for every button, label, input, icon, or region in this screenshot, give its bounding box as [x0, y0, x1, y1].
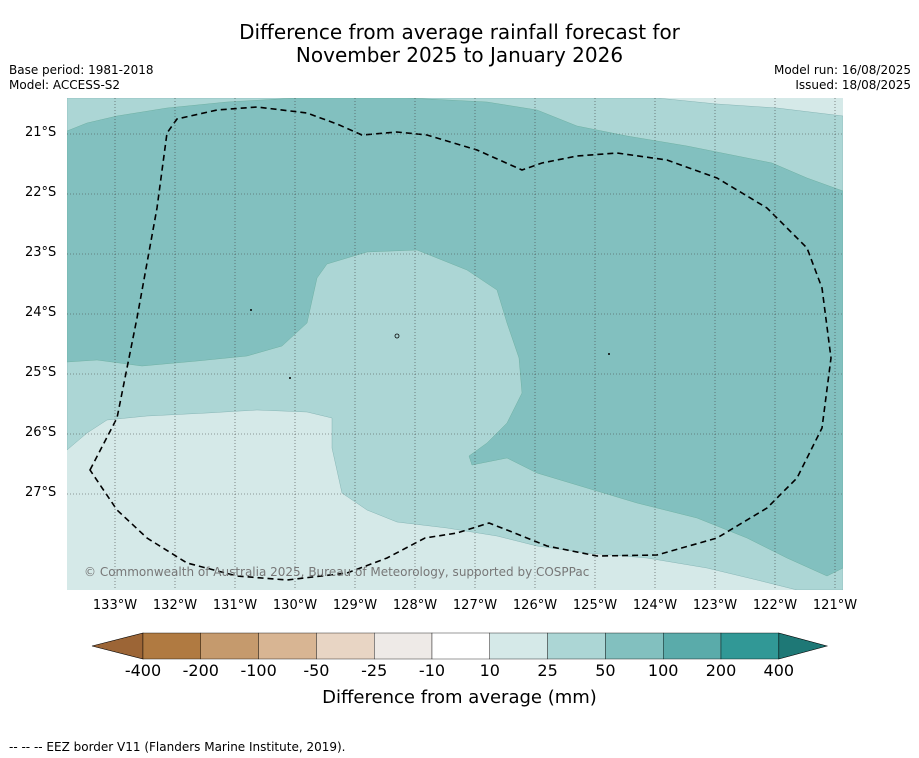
colorbar-segment: [316, 632, 375, 660]
latitude-tick: 23°S: [25, 245, 57, 260]
base-period-text: Base period: 1981-2018: [9, 63, 154, 77]
issued-text: Issued: 18/08/2025: [795, 78, 911, 92]
latitude-tick: 21°S: [25, 125, 57, 140]
colorbar-tick-label: 200: [705, 661, 737, 680]
longitude-tick: 132°W: [152, 598, 198, 613]
meta-right: Model run: 16/08/2025 Issued: 18/08/2025: [774, 63, 911, 93]
island-marker: [289, 377, 291, 379]
colorbar-segment: [605, 632, 664, 660]
model-text: Model: ACCESS-S2: [9, 78, 121, 92]
longitude-tick: 127°W: [452, 598, 498, 613]
meta-left: Base period: 1981-2018 Model: ACCESS-S2: [9, 63, 154, 93]
colorbar-extend-high: [778, 632, 829, 660]
colorbar-segment: [431, 632, 490, 660]
longitude-tick: 125°W: [572, 598, 618, 613]
colorbar-tick-label: 100: [647, 661, 679, 680]
colorbar-tick-label: -25: [361, 661, 388, 680]
island-marker: [250, 309, 252, 311]
longitude-tick: 128°W: [392, 598, 438, 613]
colorbar-tick-label: -200: [182, 661, 219, 680]
island-marker: [608, 353, 610, 355]
colorbar-tick-label: 25: [537, 661, 558, 680]
colorbar-tick-label: -100: [240, 661, 277, 680]
longitude-tick: 122°W: [752, 598, 798, 613]
longitude-tick: 129°W: [332, 598, 378, 613]
eez-footnote: -- -- -- EEZ border V11 (Flanders Marine…: [9, 740, 346, 754]
island-marker: [394, 333, 400, 339]
colorbar-tick-label: 50: [595, 661, 616, 680]
colorbar-tick-label: -400: [124, 661, 162, 680]
latitude-tick: 22°S: [25, 185, 57, 200]
colorbar-tick-label: 10: [479, 661, 500, 680]
longitude-tick: 126°W: [512, 598, 558, 613]
longitude-tick: 131°W: [212, 598, 258, 613]
colorbar-tick-label: 400: [763, 661, 795, 680]
colorbar-segment: [547, 632, 606, 660]
longitude-tick: 124°W: [632, 598, 678, 613]
colorbar-segment: [258, 632, 317, 660]
latitude-tick: 27°S: [25, 485, 57, 500]
colorbar-extend-low: [91, 632, 144, 660]
graticule: [67, 98, 843, 590]
colorbar-tick-label: -10: [418, 661, 446, 680]
longitude-tick: 133°W: [92, 598, 138, 613]
copyright-text: © Commonwealth of Australia 2025, Bureau…: [84, 565, 590, 579]
map-title-line-1: Difference from average rainfall forecas…: [239, 20, 680, 44]
colorbar-segment: [720, 632, 779, 660]
longitude-tick: 130°W: [272, 598, 318, 613]
zone-50-to-100: [67, 98, 843, 577]
colorbar-segment: [489, 632, 548, 660]
latitude-tick: 25°S: [25, 365, 57, 380]
colorbar-segment: [374, 632, 433, 660]
colorbar-segment: [142, 632, 201, 660]
latitude-tick: 26°S: [25, 425, 57, 440]
eez-border: [89, 106, 832, 581]
map-title-line-2: November 2025 to January 2026: [295, 43, 624, 67]
colorbar-segment: [200, 632, 259, 660]
colorbar-segment: [663, 632, 722, 660]
longitude-tick: 121°W: [812, 598, 858, 613]
colorbar-tick-label: -50: [303, 661, 330, 680]
model-run-text: Model run: 16/08/2025: [773, 63, 911, 77]
latitude-tick: 24°S: [25, 305, 57, 320]
colorbar-title: Difference from average (mm): [322, 687, 597, 708]
rainfall-map: [67, 98, 843, 590]
longitude-tick: 123°W: [692, 598, 738, 613]
